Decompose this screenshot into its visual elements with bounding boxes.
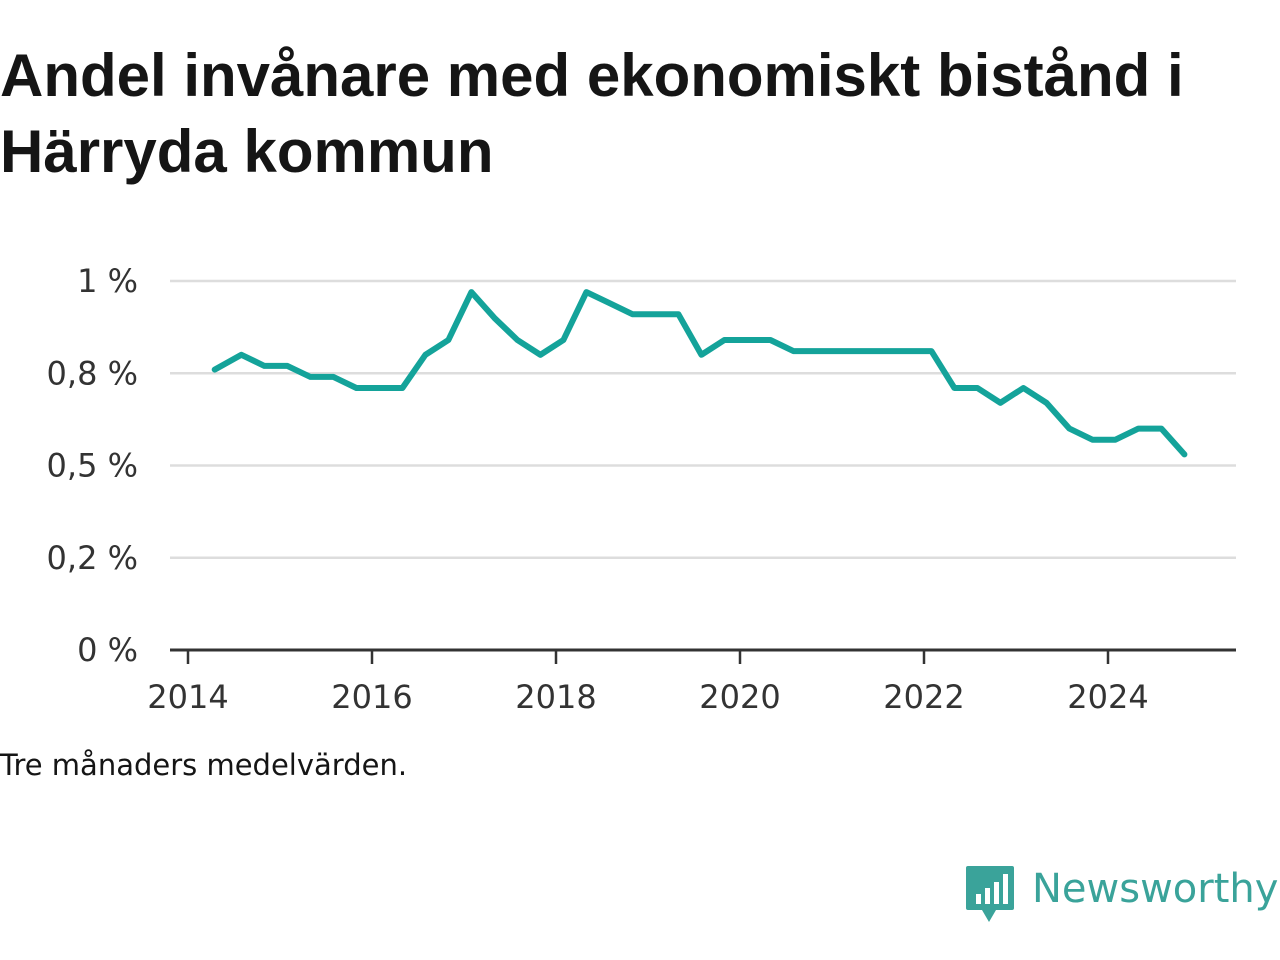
x-tick-label: 2020 [699, 678, 780, 716]
y-axis: 0 % 0,2 % 0,5 % 0,8 % 1 % [47, 262, 138, 669]
chart-title: Andel invånare med ekonomiskt bistånd i … [0, 42, 1184, 185]
y-tick-label: 1 % [77, 262, 138, 300]
x-tick-label: 2024 [1067, 678, 1148, 716]
y-tick-label: 0,8 % [47, 354, 138, 392]
y-tick-label: 0 % [77, 631, 138, 669]
series-layer [211, 289, 1188, 458]
x-axis: 2014 2016 2018 2020 2022 2024 [147, 648, 1236, 716]
y-tick-label: 0,2 % [47, 539, 138, 577]
y-tick-label: 0,5 % [47, 447, 138, 485]
chart-caption: Tre månaders medelvärden. [0, 748, 408, 782]
bar-chart-speech-bubble-icon [966, 866, 1014, 922]
x-tick-label: 2016 [331, 678, 412, 716]
gridlines [170, 279, 1236, 559]
brand-name: Newsworthy [1032, 866, 1279, 912]
x-tick-label: 2022 [883, 678, 964, 716]
series-line [211, 289, 1188, 458]
x-tick-label: 2018 [515, 678, 596, 716]
x-tick-label: 2014 [147, 678, 228, 716]
